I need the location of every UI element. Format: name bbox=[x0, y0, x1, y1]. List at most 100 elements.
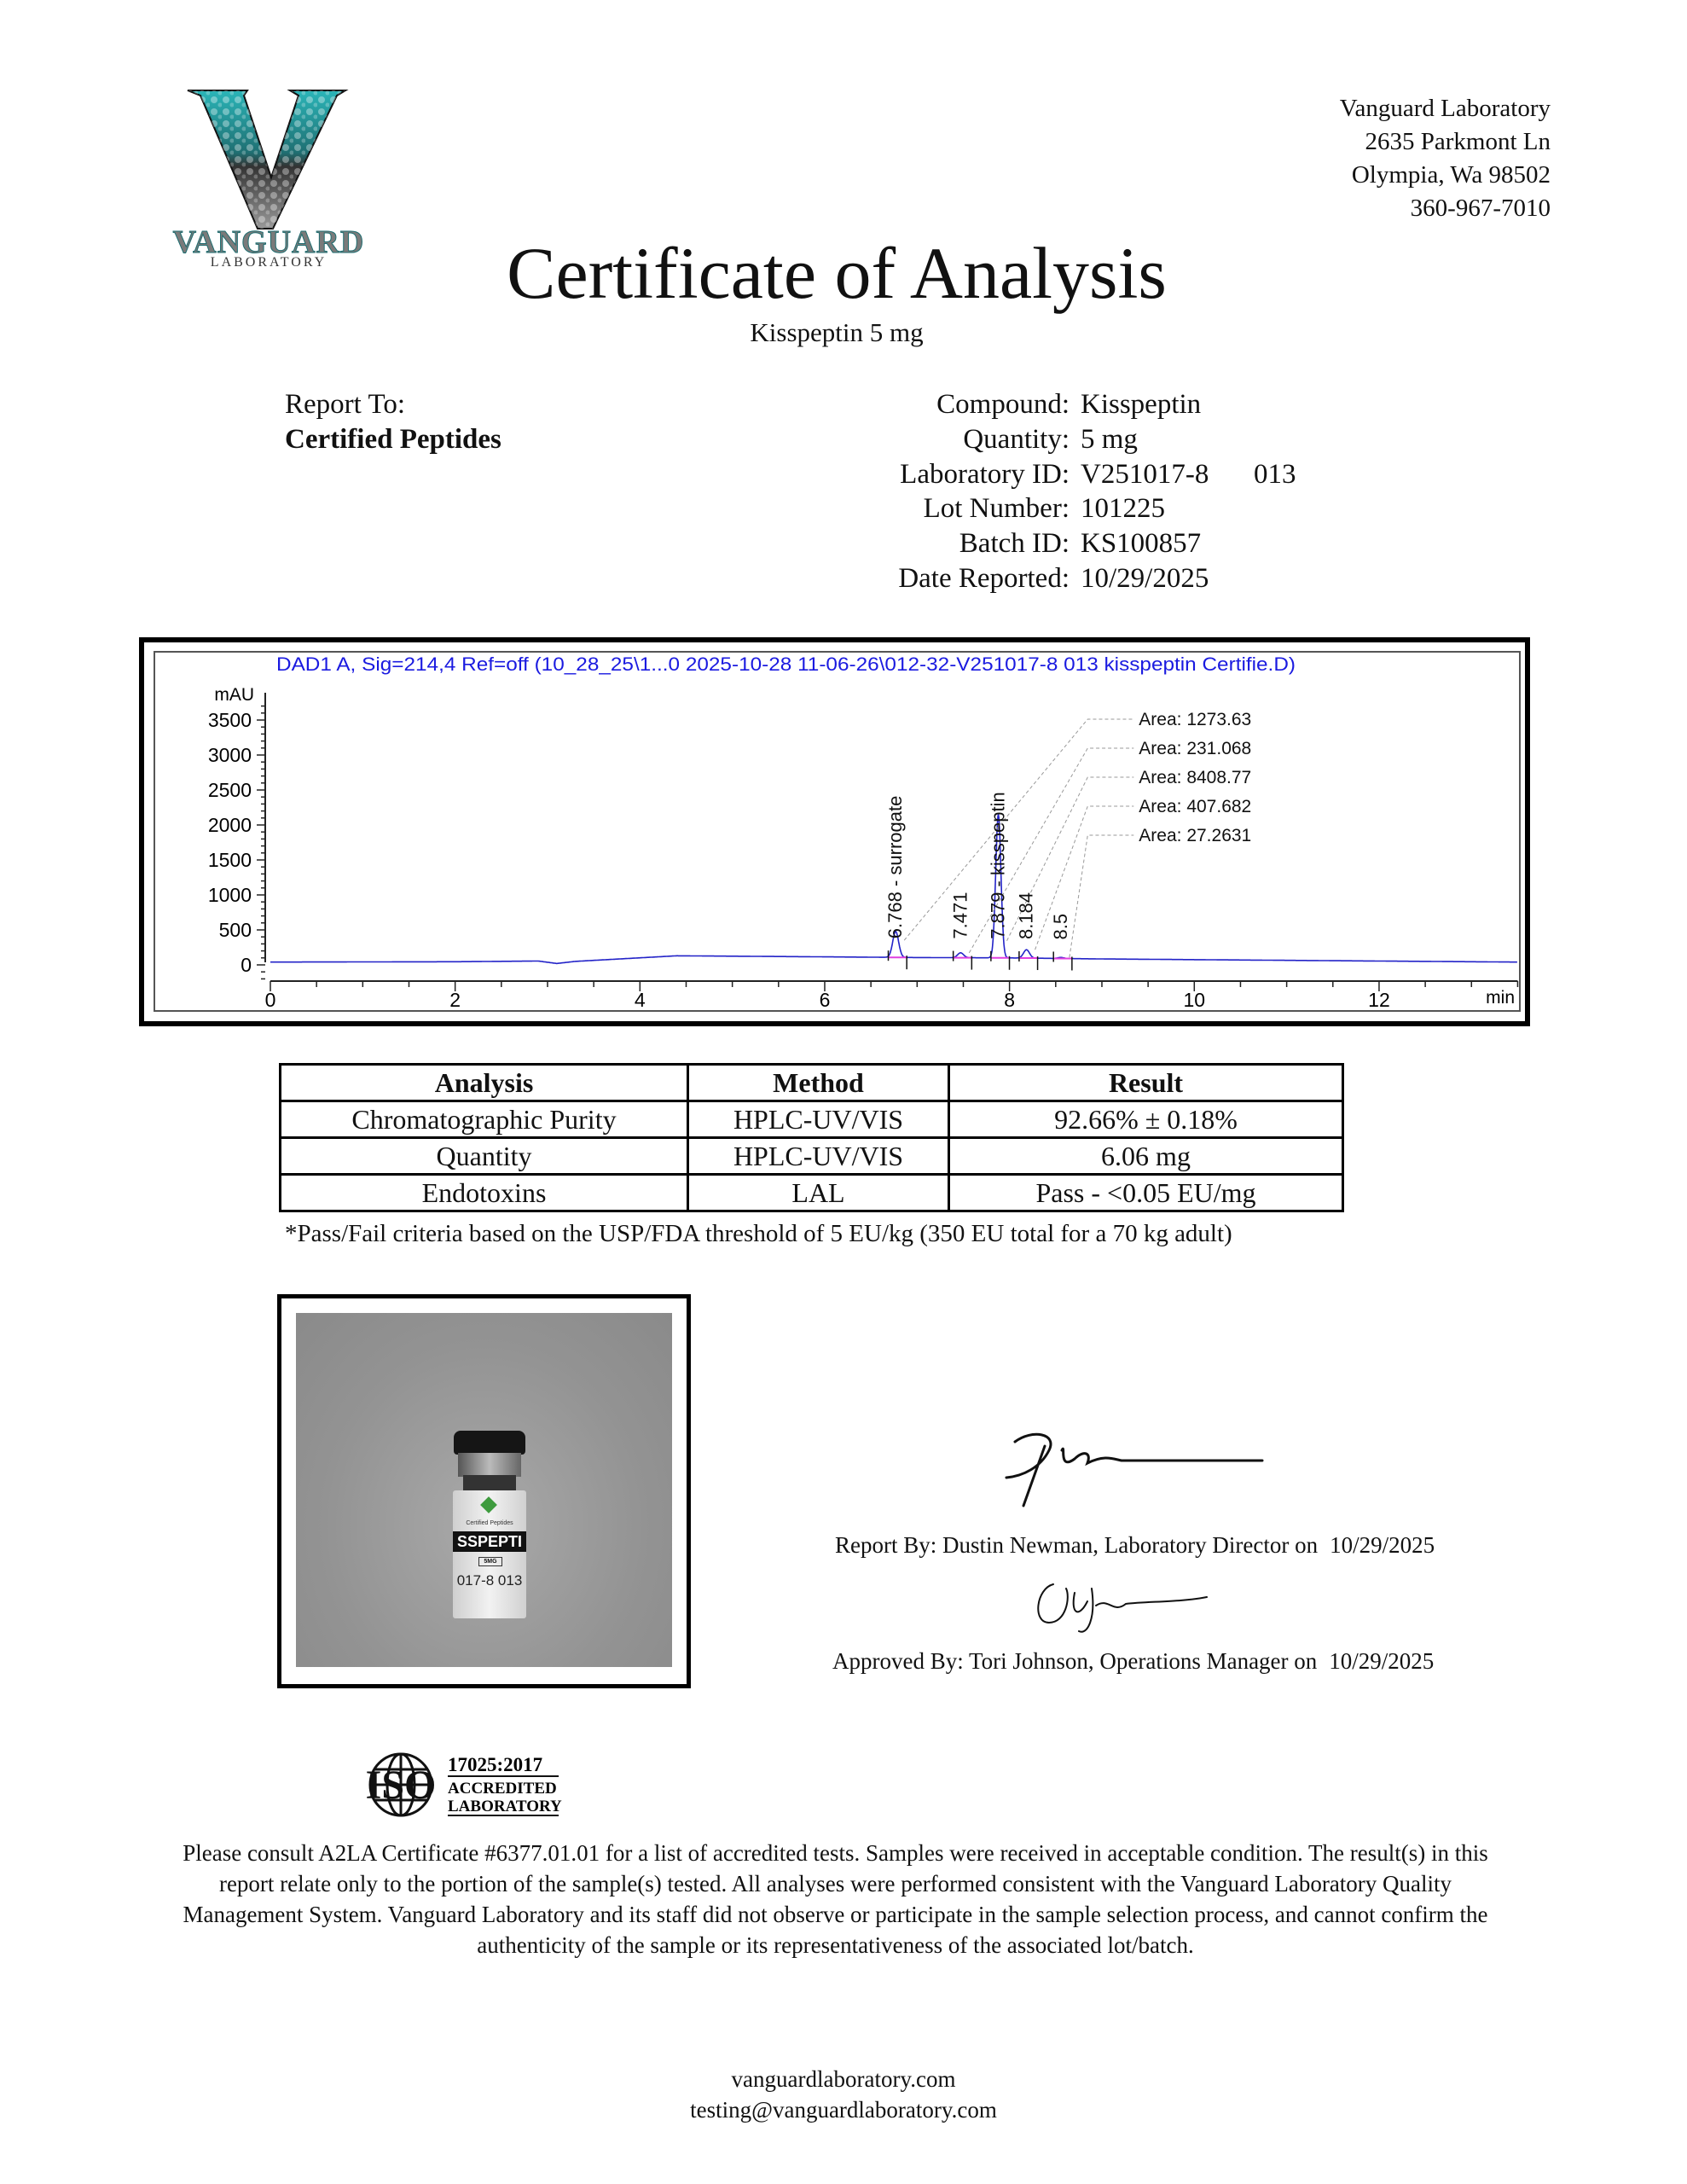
x-tick-label: 4 bbox=[635, 989, 646, 1011]
iso-line1: ACCREDITED bbox=[448, 1780, 557, 1798]
detail-label: Date Reported: bbox=[898, 563, 1070, 594]
report-by-line: Report By: Dustin Newman, Laboratory Dir… bbox=[835, 1532, 1435, 1559]
y-tick-label: 2000 bbox=[208, 814, 252, 836]
peak-area-label: Area: 27.2631 bbox=[1139, 826, 1251, 845]
cell-analysis: Chromatographic Purity bbox=[279, 1100, 689, 1139]
cell-analysis: Quantity bbox=[279, 1136, 689, 1176]
x-tick-label: 10 bbox=[1184, 989, 1206, 1011]
iso-accreditation-logo: ISO 17025:2017 ACCREDITED LABORATORY bbox=[366, 1752, 562, 1817]
peak-area-leader bbox=[968, 747, 1134, 954]
cell-analysis: Endotoxins bbox=[279, 1173, 689, 1212]
client-name: Certified Peptides bbox=[285, 424, 501, 455]
cell-result: Pass - <0.05 EU/mg bbox=[948, 1173, 1344, 1212]
chromatogram: DAD1 A, Sig=214,4 Ref=off (10_28_25\1...… bbox=[208, 653, 1519, 1011]
detail-label: Quantity: bbox=[963, 424, 1070, 455]
detail-label: Compound: bbox=[936, 389, 1070, 420]
logo-name: VANGUARD bbox=[173, 224, 365, 260]
page-title: Certificate of Analysis bbox=[507, 232, 1167, 314]
footer-website[interactable]: vanguardlaboratory.com bbox=[731, 2066, 956, 2092]
vial-crimp bbox=[458, 1453, 521, 1477]
signature-tori-johnson bbox=[1037, 1583, 1208, 1633]
table-row: Quantity HPLC-UV/VIS 6.06 mg bbox=[279, 1136, 1344, 1176]
cell-result: 6.06 mg bbox=[948, 1136, 1344, 1176]
peak-rt-label: 7.879 - kisspeptin bbox=[988, 792, 1009, 938]
address-phone: 360-967-7010 bbox=[1410, 195, 1551, 222]
vial-brand: Certified Peptides bbox=[466, 1520, 513, 1526]
peak-area-leader bbox=[903, 718, 1134, 941]
y-tick-label: 1500 bbox=[208, 849, 252, 871]
peak-area-label: Area: 407.682 bbox=[1139, 797, 1251, 816]
peak-rt-label: 7.471 bbox=[949, 892, 971, 939]
vial-product: SSPEPTI bbox=[453, 1531, 526, 1552]
approved-by: Approved By: Tori Johnson, Operations Ma… bbox=[832, 1648, 1318, 1674]
photo-frame bbox=[277, 1294, 691, 1688]
peak-area-label: Area: 231.068 bbox=[1139, 739, 1251, 758]
table-row: Chromatographic Purity HPLC-UV/VIS 92.66… bbox=[279, 1100, 1344, 1139]
approved-by-line: Approved By: Tori Johnson, Operations Ma… bbox=[832, 1648, 1434, 1675]
cell-method: HPLC-UV/VIS bbox=[687, 1136, 950, 1176]
report-by: Report By: Dustin Newman, Laboratory Dir… bbox=[835, 1532, 1319, 1558]
column-header: Analysis bbox=[279, 1063, 689, 1102]
y-tick-label: 0 bbox=[241, 954, 252, 976]
x-tick-label: 8 bbox=[1004, 989, 1015, 1011]
chromatogram-trace bbox=[270, 814, 1517, 965]
globe-icon bbox=[368, 1752, 433, 1817]
x-axis-label: min bbox=[1486, 988, 1515, 1008]
address-line: 2635 Parkmont Ln bbox=[1365, 128, 1551, 155]
detail-value: 10/29/2025 bbox=[1081, 563, 1209, 594]
vial-dose: 5MG bbox=[478, 1557, 502, 1566]
chromatogram-inner bbox=[154, 651, 1521, 1012]
y-tick-label: 500 bbox=[219, 919, 252, 941]
detail-label: Laboratory ID: bbox=[900, 459, 1070, 490]
vial-photo: Certified Peptides SSPEPTI 5MG 017-8 013 bbox=[296, 1313, 672, 1667]
results-table: Analysis Method Result Chromatographic P… bbox=[279, 1063, 1344, 1212]
detail-label: Batch ID: bbox=[959, 528, 1070, 559]
x-tick-label: 2 bbox=[449, 989, 461, 1011]
chromatogram-frame bbox=[139, 637, 1530, 1026]
detail-value: KS100857 bbox=[1081, 528, 1202, 559]
vial-cap bbox=[454, 1431, 525, 1455]
detail-label: Lot Number: bbox=[923, 493, 1070, 524]
address-line: Olympia, Wa 98502 bbox=[1351, 161, 1551, 189]
page-subtitle: Kisspeptin 5 mg bbox=[750, 317, 924, 347]
peak-rt-label: 6.768 - surrogate bbox=[884, 796, 906, 939]
detail-value-extra: 013 bbox=[1254, 459, 1296, 490]
iso-line2: LABORATORY bbox=[448, 1798, 562, 1815]
y-tick-label: 3500 bbox=[208, 709, 252, 731]
peak-area-leader bbox=[1006, 776, 1134, 941]
vial-label: Certified Peptides SSPEPTI 5MG 017-8 013 bbox=[453, 1490, 526, 1618]
report-to-label: Report To: bbox=[285, 389, 405, 420]
x-tick-label: 0 bbox=[265, 989, 276, 1011]
table-footnote: *Pass/Fail criteria based on the USP/FDA… bbox=[285, 1220, 1232, 1247]
peak-area-label: Area: 8408.77 bbox=[1139, 768, 1251, 787]
x-tick-label: 12 bbox=[1368, 989, 1390, 1011]
report-date: 10/29/2025 bbox=[1330, 1532, 1435, 1558]
detail-value: Kisspeptin bbox=[1081, 389, 1202, 420]
peak-area-leader bbox=[1035, 805, 1134, 950]
lab-address: Vanguard Laboratory 2635 Parkmont Ln Oly… bbox=[1340, 92, 1551, 225]
footer-email[interactable]: testing@vanguardlaboratory.com bbox=[690, 2097, 997, 2123]
peak-area-label: Area: 1273.63 bbox=[1139, 710, 1251, 729]
checkmark-logo-icon bbox=[480, 1496, 497, 1513]
peak-area-leader bbox=[1069, 834, 1134, 958]
cell-method: LAL bbox=[687, 1173, 950, 1212]
cell-result: 92.66% ± 0.18% bbox=[948, 1100, 1344, 1139]
column-header: Method bbox=[687, 1063, 950, 1102]
y-axis-label: mAU bbox=[214, 685, 254, 705]
logo-sub: LABORATORY bbox=[211, 255, 327, 268]
approved-date: 10/29/2025 bbox=[1329, 1648, 1435, 1674]
vanguard-logo: VANGUARD LABORATORY bbox=[172, 90, 365, 268]
chart-title: DAD1 A, Sig=214,4 Ref=off (10_28_25\1...… bbox=[276, 653, 1296, 675]
detail-value: 101225 bbox=[1081, 493, 1165, 524]
disclaimer: Please consult A2LA Certificate #6377.01… bbox=[183, 1840, 1488, 1958]
peak-rt-label: 8.5 bbox=[1050, 914, 1071, 940]
column-header: Result bbox=[948, 1063, 1344, 1102]
iso-mark: ISO bbox=[366, 1763, 437, 1808]
cell-method: HPLC-UV/VIS bbox=[687, 1100, 950, 1139]
x-tick-label: 6 bbox=[820, 989, 831, 1011]
iso-standard: 17025:2017 bbox=[448, 1754, 542, 1775]
signature-dustin-newman bbox=[1005, 1432, 1264, 1507]
y-tick-label: 3000 bbox=[208, 744, 252, 766]
detail-value: V251017-8 bbox=[1081, 459, 1209, 490]
table-header-row: Analysis Method Result bbox=[279, 1063, 1344, 1102]
